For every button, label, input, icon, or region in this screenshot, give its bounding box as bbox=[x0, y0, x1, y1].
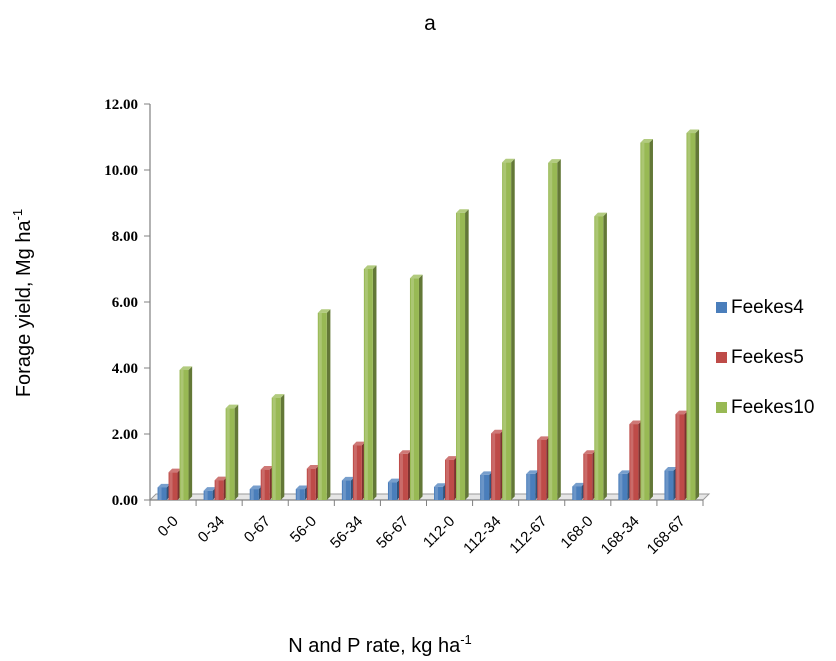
bar-feekes10-0-67 bbox=[271, 394, 285, 500]
bar-feekes5-112-67 bbox=[537, 436, 550, 500]
bar-feekes10-112-0 bbox=[456, 209, 469, 501]
x-axis-title-text: N and P rate, kg ha bbox=[288, 635, 461, 657]
bar-feekes4-168-0 bbox=[572, 482, 585, 500]
y-axis-title-text: Forage yield, Mg ha bbox=[13, 220, 35, 398]
y-tick-label: 12.00 bbox=[104, 97, 138, 113]
x-tick-label: 0-34 bbox=[195, 513, 228, 546]
y-tick-label: 6.00 bbox=[112, 295, 138, 311]
bar-feekes5-0-0 bbox=[168, 468, 182, 500]
bar-feekes5-112-34 bbox=[491, 429, 504, 500]
bar-feekes4-112-67 bbox=[526, 470, 539, 500]
bar-feekes5-0-67 bbox=[260, 466, 274, 500]
x-axis-title-sup: -1 bbox=[460, 632, 472, 647]
legend-label: Feekes4 bbox=[731, 297, 804, 318]
x-tick-label: 112-34 bbox=[460, 513, 504, 557]
bar-feekes4-0-67 bbox=[249, 485, 263, 500]
x-tick-label: 168-0 bbox=[557, 513, 596, 552]
bar-feekes10-0-0 bbox=[179, 366, 193, 500]
x-axis-title: N and P rate, kg ha-1 bbox=[288, 632, 472, 657]
legend-label: Feekes10 bbox=[731, 397, 814, 418]
y-tick-label: 10.00 bbox=[104, 163, 138, 179]
y-axis-title: Forage yield, Mg ha-1 bbox=[10, 209, 35, 397]
bar-feekes10-112-67 bbox=[548, 159, 561, 501]
svg-text:N and P rate, kg ha-1: N and P rate, kg ha-1 bbox=[288, 632, 472, 657]
bar-feekes10-56-67 bbox=[409, 274, 423, 500]
x-tick-label: 56-34 bbox=[327, 513, 366, 552]
x-tick-label: 56-67 bbox=[373, 513, 412, 552]
bar-feekes10-56-0 bbox=[317, 309, 331, 500]
bar-feekes5-56-0 bbox=[306, 465, 320, 500]
bar-feekes10-112-34 bbox=[502, 158, 515, 500]
y-tick-label: 2.00 bbox=[112, 427, 138, 443]
bar-feekes5-168-34 bbox=[629, 420, 642, 500]
bar-feekes4-56-0 bbox=[295, 485, 309, 500]
y-axis-title-sup: -1 bbox=[10, 209, 25, 221]
legend: Feekes4 Feekes5 Feekes10 bbox=[716, 297, 814, 418]
bar-feekes4-112-0 bbox=[434, 483, 447, 500]
legend-item-feekes4: Feekes4 bbox=[716, 297, 804, 318]
x-tick-label: 112-0 bbox=[420, 513, 458, 551]
y-tick-label: 8.00 bbox=[112, 229, 138, 245]
bar-feekes5-168-0 bbox=[583, 450, 596, 500]
bar-feekes5-168-67 bbox=[675, 410, 689, 500]
bar-feekes4-56-67 bbox=[387, 478, 401, 500]
bar-feekes5-56-67 bbox=[398, 450, 412, 500]
bar-feekes10-0-34 bbox=[225, 404, 239, 500]
bar-feekes4-56-34 bbox=[341, 476, 355, 500]
x-tick-label: 112-67 bbox=[506, 513, 550, 557]
legend-swatch bbox=[716, 402, 727, 413]
bar-feekes10-168-0 bbox=[594, 212, 607, 500]
x-tick-label: 56-0 bbox=[287, 513, 320, 546]
bar-feekes5-56-34 bbox=[352, 441, 366, 500]
legend-label: Feekes5 bbox=[731, 347, 804, 368]
bar-feekes4-168-34 bbox=[618, 470, 631, 500]
x-tick-label: 168-34 bbox=[598, 513, 643, 558]
bars-layer bbox=[157, 129, 700, 501]
x-tick-label: 168-67 bbox=[644, 513, 689, 558]
bar-feekes4-0-0 bbox=[157, 483, 171, 500]
bar-feekes4-112-34 bbox=[480, 471, 493, 500]
x-tick-label: 0-67 bbox=[241, 513, 274, 546]
bar-feekes10-168-67 bbox=[686, 129, 700, 501]
bar-feekes5-0-34 bbox=[214, 476, 228, 500]
legend-swatch bbox=[716, 352, 727, 363]
x-tick-label: 0-0 bbox=[155, 513, 182, 540]
bar-feekes10-56-34 bbox=[363, 265, 377, 500]
bar-feekes4-0-34 bbox=[203, 487, 217, 500]
bar-feekes4-168-67 bbox=[664, 467, 678, 500]
legend-item-feekes10: Feekes10 bbox=[716, 397, 814, 418]
bar-feekes10-168-34 bbox=[640, 139, 653, 501]
legend-item-feekes5: Feekes5 bbox=[716, 347, 804, 368]
chart-title: a bbox=[424, 12, 436, 35]
svg-text:Forage yield, Mg ha-1: Forage yield, Mg ha-1 bbox=[10, 209, 35, 397]
y-tick-label: 4.00 bbox=[112, 361, 138, 377]
bar-feekes5-112-0 bbox=[445, 456, 458, 500]
legend-swatch bbox=[716, 302, 727, 313]
y-tick-label: 0.00 bbox=[112, 493, 138, 509]
